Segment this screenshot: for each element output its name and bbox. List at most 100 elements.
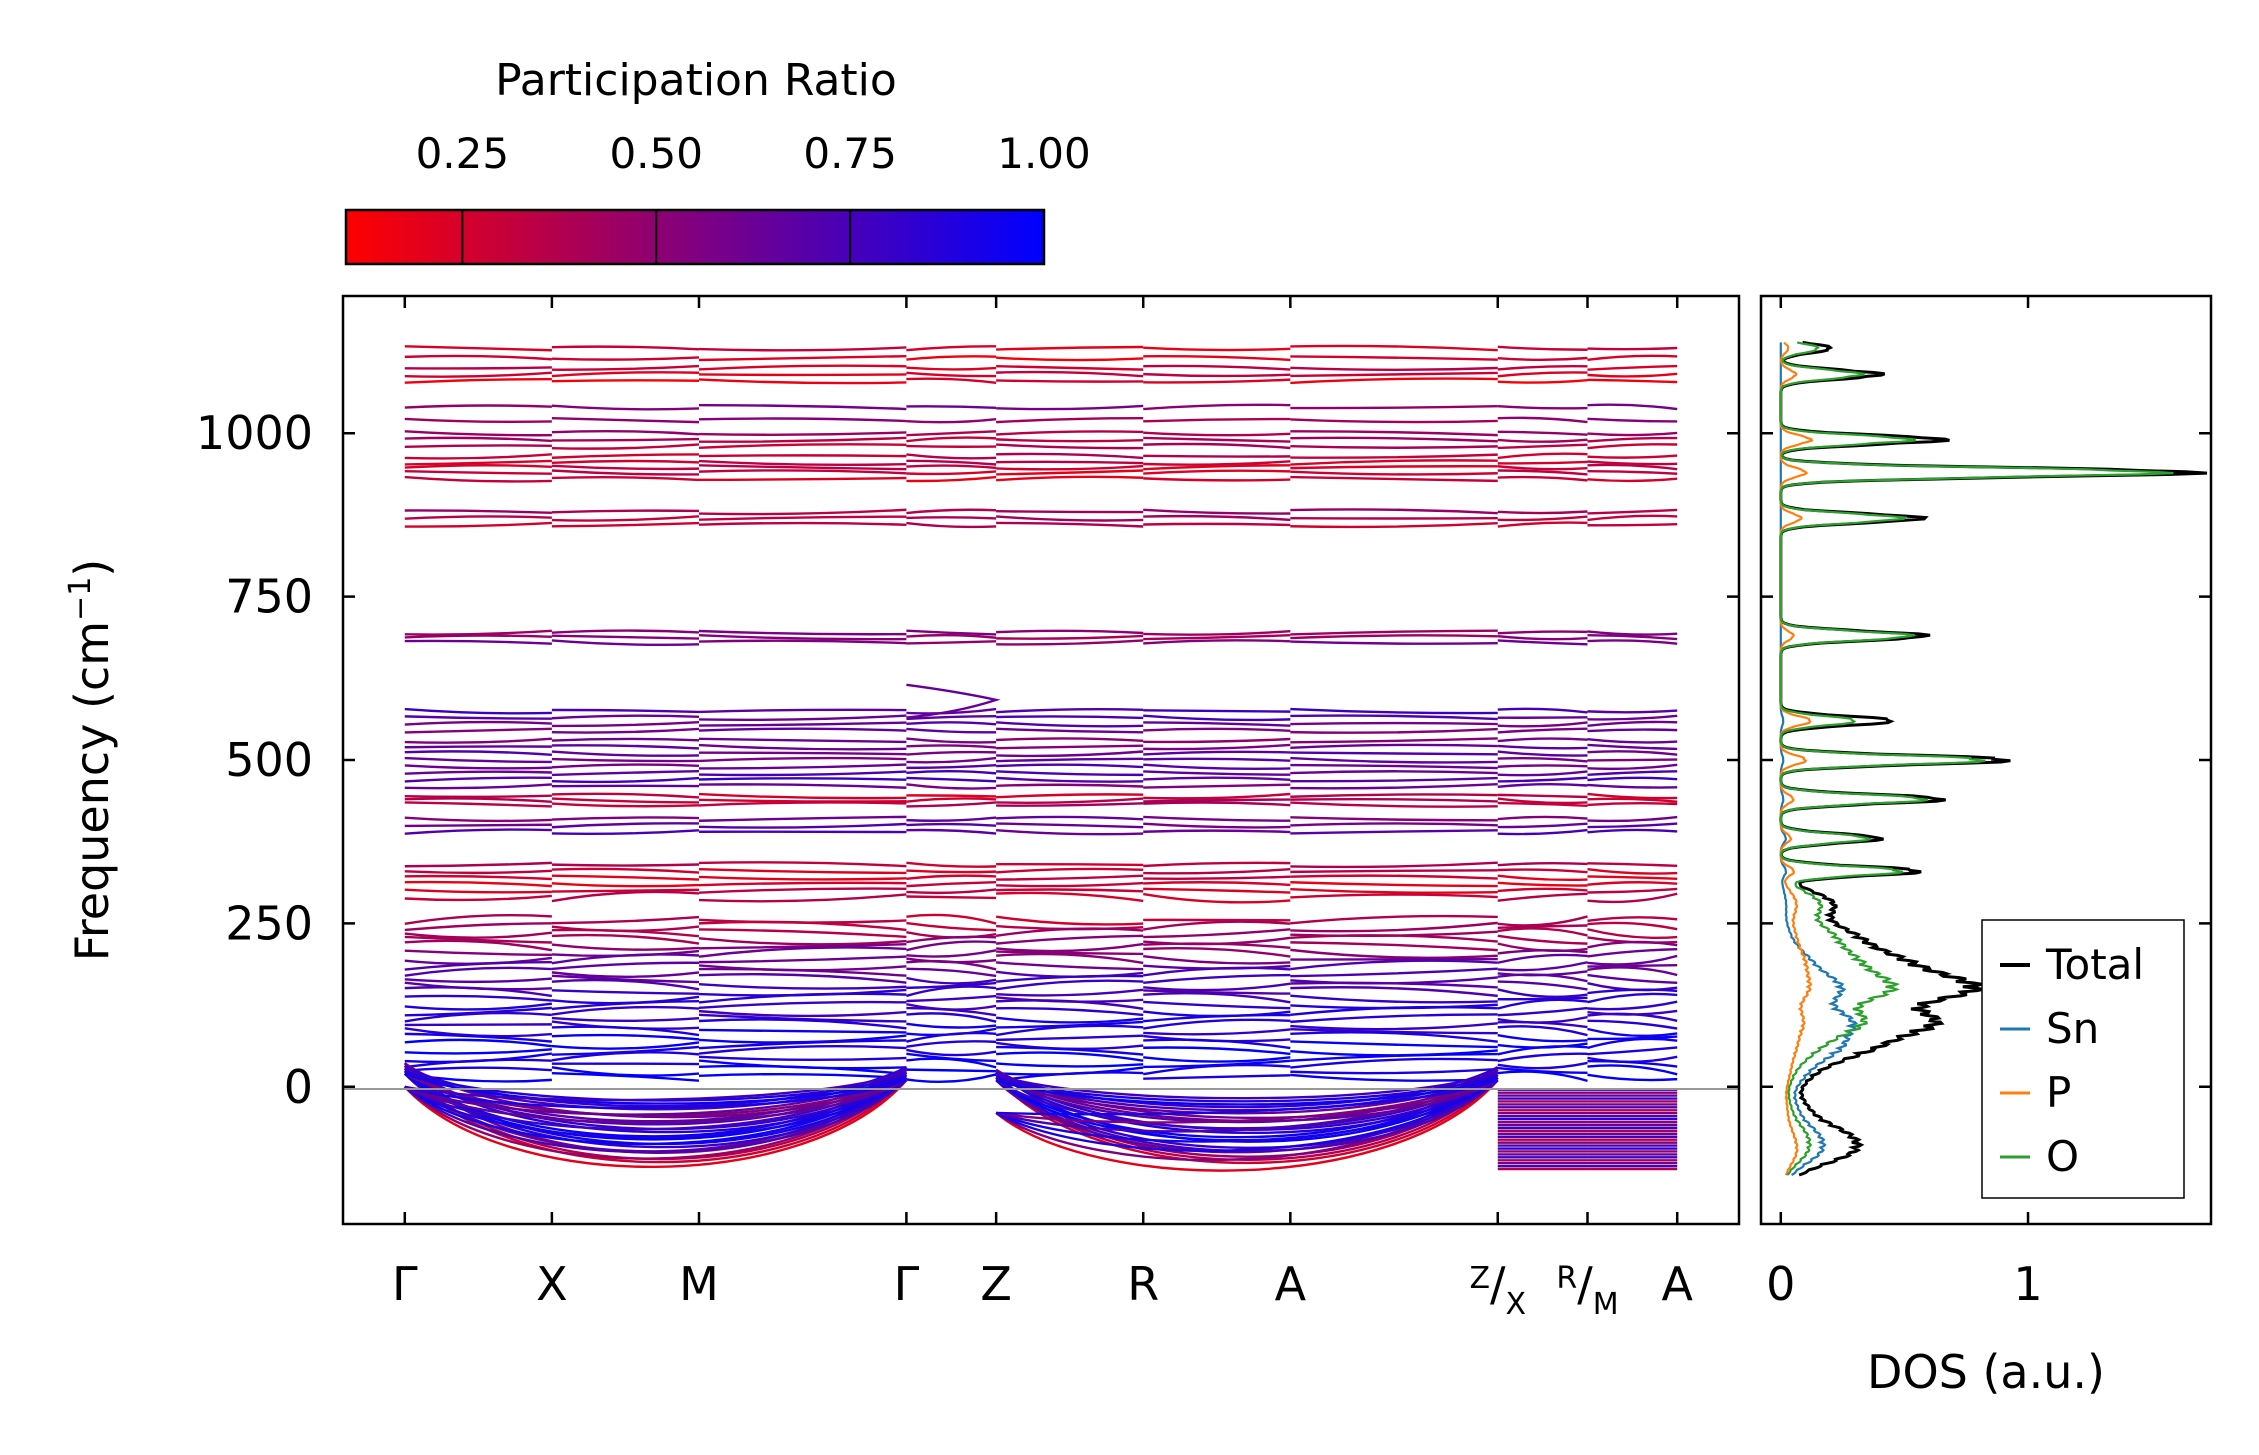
phonon-band xyxy=(1587,364,1678,371)
phonon-band xyxy=(1143,887,1291,894)
phonon-band xyxy=(906,377,997,385)
phonon-band xyxy=(1143,436,1291,443)
phonon-band xyxy=(1143,942,1291,949)
phonon-band xyxy=(1497,1034,1588,1043)
k-label: X xyxy=(536,1257,568,1311)
phonon-band xyxy=(404,922,552,932)
phonon-band xyxy=(1143,514,1291,522)
phonon-band xyxy=(1290,1031,1498,1043)
phonon-band xyxy=(906,756,997,764)
phonon-band xyxy=(551,961,699,971)
phonon-band xyxy=(1290,404,1498,410)
phonon-band xyxy=(551,404,700,411)
phonon-band xyxy=(1587,633,1678,641)
phonon-band xyxy=(1497,475,1588,482)
phonon-band xyxy=(698,777,907,781)
phonon-band xyxy=(1497,510,1588,515)
y-tick-label: 250 xyxy=(225,896,313,950)
phonon-band xyxy=(551,978,700,991)
phonon-band xyxy=(1497,630,1588,635)
dos-x-tick-label: 1 xyxy=(2013,1257,2042,1311)
phonon-band xyxy=(698,756,907,763)
phonon-band xyxy=(1587,639,1678,645)
phonon-band xyxy=(1290,914,1498,925)
phonon-band xyxy=(1587,1000,1678,1011)
phonon-band xyxy=(996,404,1144,411)
phonon-band xyxy=(1143,737,1291,744)
phonon-band xyxy=(906,828,997,835)
phonon-band xyxy=(404,715,552,720)
phonon-band xyxy=(1497,416,1588,424)
phonon-band xyxy=(1587,822,1678,829)
phonon-band xyxy=(551,890,700,903)
phonon-band xyxy=(1587,881,1678,886)
phonon-band xyxy=(1587,378,1678,384)
phonon-band xyxy=(1290,959,1498,971)
phonon-band xyxy=(1290,874,1498,880)
phonon-band xyxy=(551,459,700,465)
phonon-band xyxy=(1143,522,1291,527)
phonon-band xyxy=(404,1066,552,1072)
phonon-band xyxy=(551,744,700,750)
phonon-band xyxy=(996,867,1144,874)
phonon-band xyxy=(906,913,997,925)
k-label: Γ xyxy=(894,1257,920,1311)
phonon-band xyxy=(404,464,552,469)
phonon-band xyxy=(404,459,552,466)
phonon-band xyxy=(1497,356,1588,361)
phonon-band xyxy=(551,443,700,450)
legend-label: O xyxy=(2046,1132,2079,1181)
phonon-band xyxy=(1143,881,1291,887)
phonon-band xyxy=(698,1028,907,1034)
phonon-band xyxy=(404,783,552,790)
k-label: R/M xyxy=(1556,1257,1618,1322)
phonon-band xyxy=(404,1002,553,1011)
phonon-band xyxy=(1587,776,1678,782)
phonon-band xyxy=(698,815,907,822)
colorbar: Participation Ratio 0.25 0.50 0.75 1.00 xyxy=(344,55,1091,266)
phonon-band xyxy=(404,960,552,971)
phonon-band xyxy=(698,417,907,423)
phonon-band xyxy=(404,366,552,370)
phonon-band xyxy=(1497,801,1588,808)
phonon-band xyxy=(404,874,552,881)
phonon-band xyxy=(996,1007,1144,1017)
k-label: M xyxy=(679,1257,719,1311)
phonon-band xyxy=(1143,1018,1291,1030)
legend-label: Sn xyxy=(2046,1004,2099,1053)
phonon-band xyxy=(996,1051,1144,1062)
phonon-band xyxy=(1497,927,1588,937)
phonon-band xyxy=(1587,887,1678,894)
phonon-band xyxy=(996,828,1144,836)
phonon-band xyxy=(1143,973,1291,984)
phonon-band xyxy=(906,959,997,971)
phonon-band xyxy=(1290,763,1498,770)
phonon-band xyxy=(1143,928,1291,939)
phonon-band xyxy=(1290,522,1498,529)
phonon-band xyxy=(1143,1074,1291,1080)
phonon-band xyxy=(1143,639,1291,645)
phonon-band xyxy=(1497,750,1588,757)
phonon-band xyxy=(1290,1005,1498,1017)
phonon-band xyxy=(1290,629,1498,636)
phonon-band xyxy=(698,354,907,362)
phonon-band xyxy=(404,816,552,823)
phonon-band xyxy=(1497,961,1588,972)
phonon-band xyxy=(906,1022,997,1029)
phonon-band xyxy=(906,707,997,715)
phonon-band xyxy=(1143,460,1291,466)
phonon-band xyxy=(1290,783,1498,790)
phonon-band xyxy=(698,743,907,751)
phonon-band xyxy=(1587,1027,1678,1038)
phonon-band xyxy=(551,345,700,351)
phonon-bands xyxy=(403,344,1678,1172)
phonon-band xyxy=(995,979,1144,991)
phonon-band xyxy=(1290,861,1498,869)
phonon-band xyxy=(996,370,1144,378)
phonon-band xyxy=(1497,996,1588,1001)
phonon-band xyxy=(698,801,907,807)
phonon-band xyxy=(698,443,907,450)
phonon-band xyxy=(996,629,1144,635)
phonon-band xyxy=(404,404,552,409)
phonon-band xyxy=(1587,758,1678,762)
